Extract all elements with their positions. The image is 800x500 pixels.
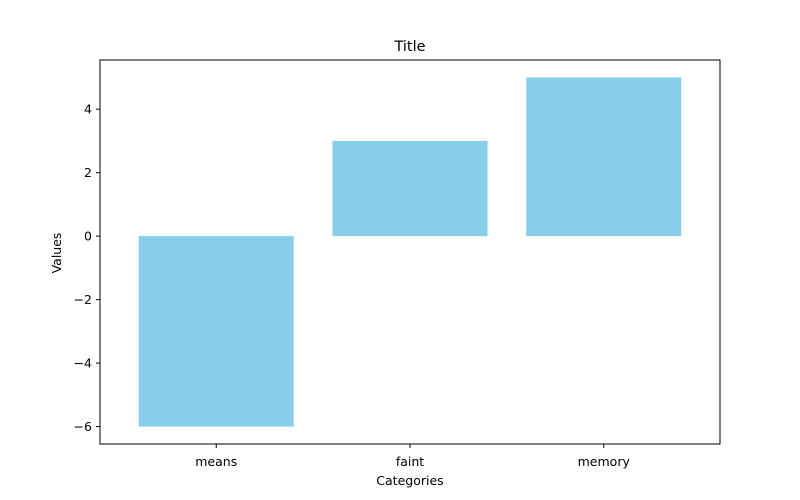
y-axis-ticks: −6 −4 −2 0 2 4 <box>74 102 100 434</box>
y-tick-label: 4 <box>84 102 92 117</box>
x-axis-ticks: means faint memory <box>195 444 630 469</box>
bar-means <box>138 236 294 427</box>
bar-memory <box>526 77 682 237</box>
bars-group <box>138 77 682 427</box>
y-tick-label: −4 <box>74 356 92 371</box>
y-axis-label: Values <box>49 233 64 274</box>
x-tick-label: means <box>195 454 237 469</box>
y-tick-label: 0 <box>84 229 92 244</box>
y-tick-label: 2 <box>84 165 92 180</box>
x-tick-label: memory <box>578 454 631 469</box>
bar-faint <box>332 140 488 237</box>
chart-title: Title <box>393 39 425 55</box>
plot-frame <box>99 59 721 445</box>
x-tick-label: faint <box>396 454 424 469</box>
y-tick-label: −6 <box>74 419 92 434</box>
y-tick-label: −2 <box>74 292 92 307</box>
x-axis-label: Categories <box>376 473 443 488</box>
